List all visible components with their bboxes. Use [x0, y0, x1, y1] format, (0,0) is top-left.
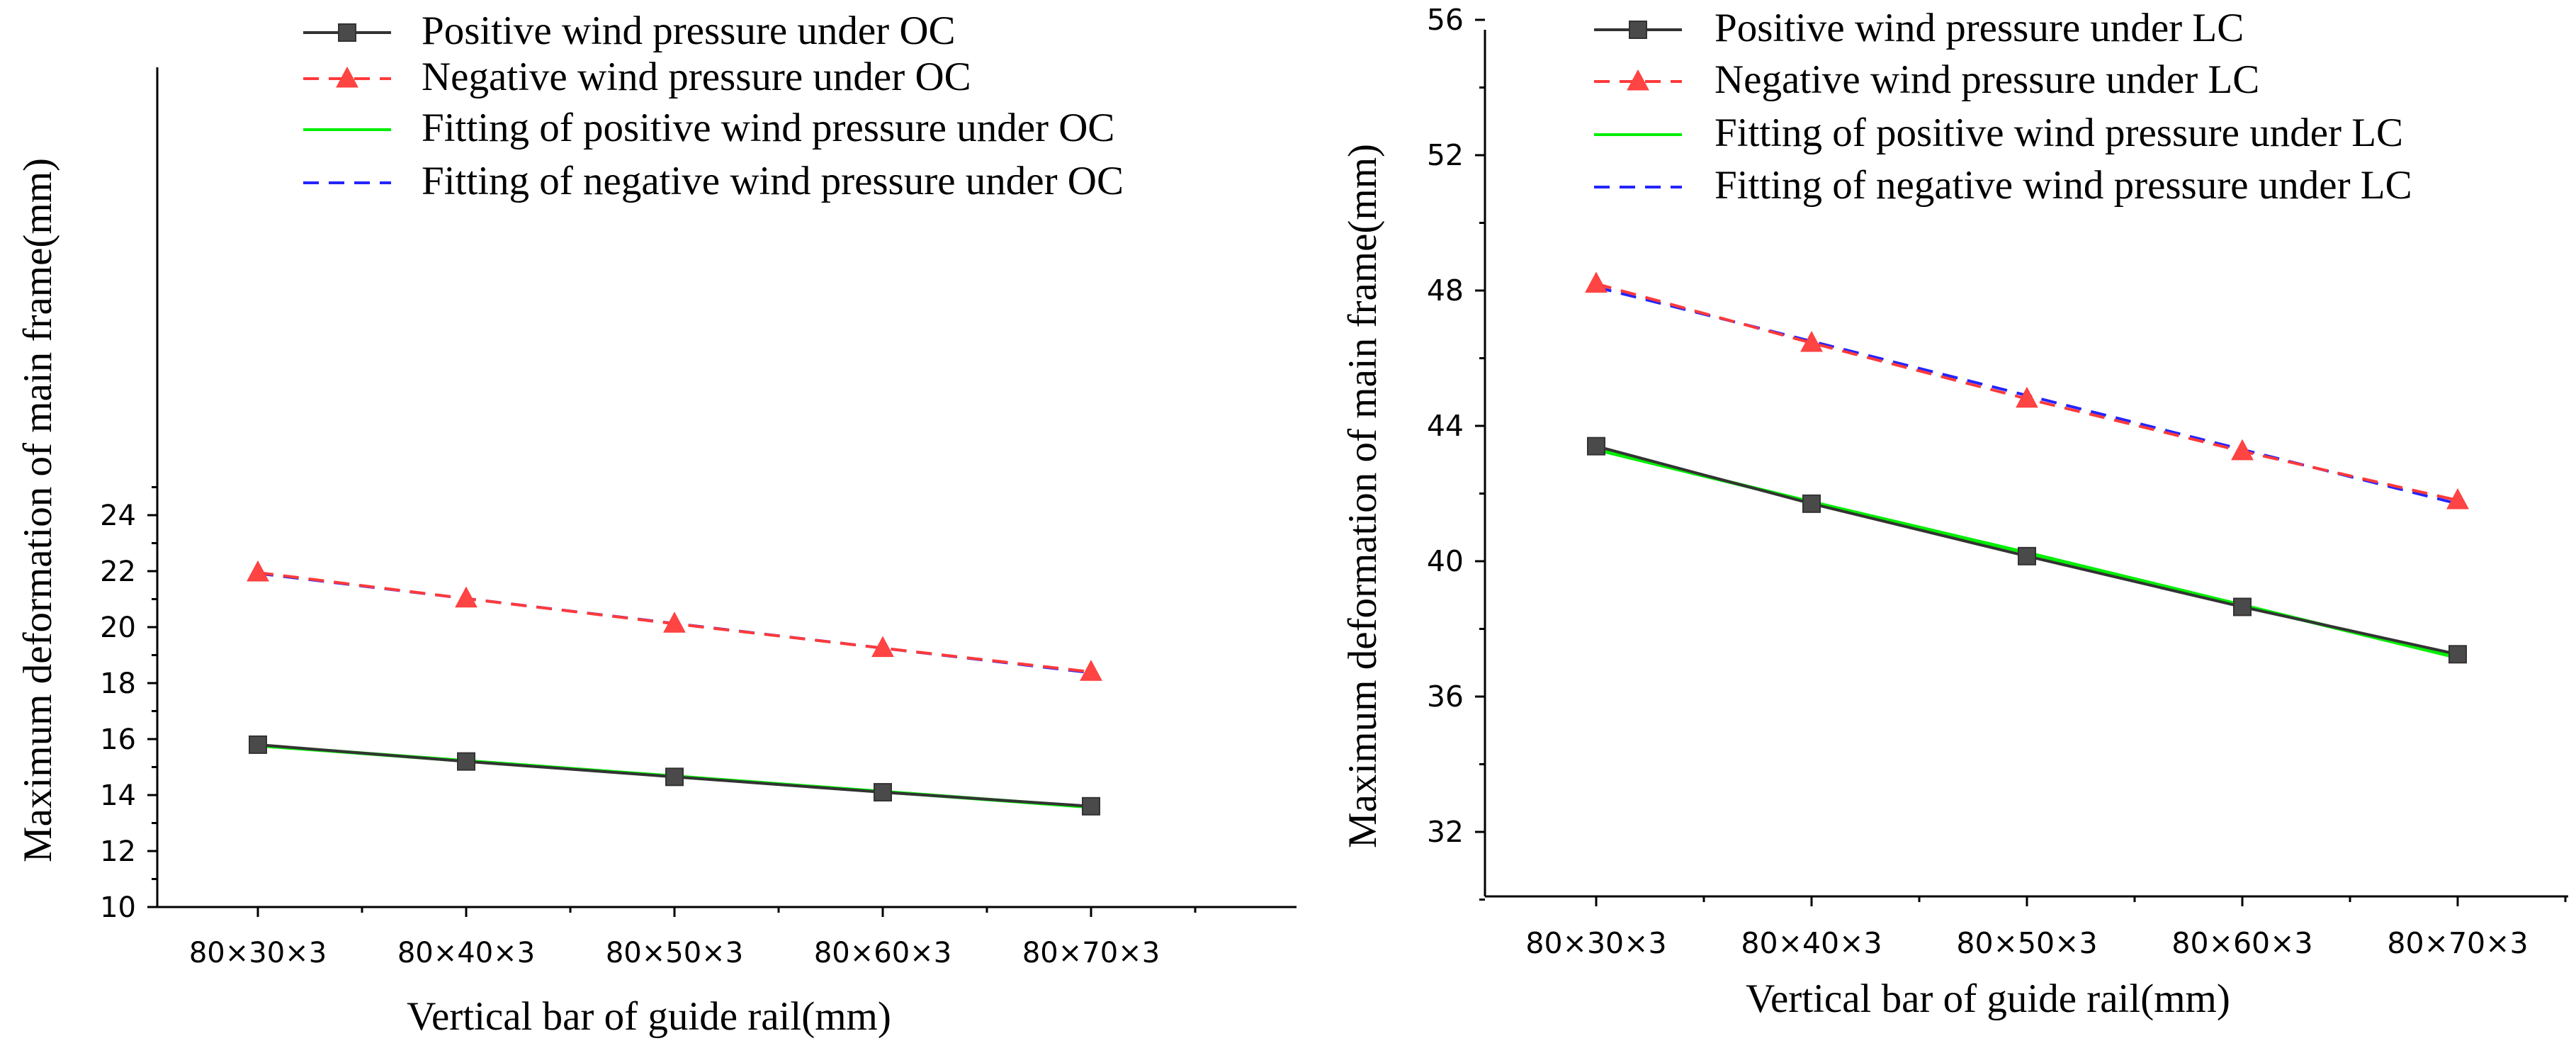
marker-positive — [2448, 645, 2467, 664]
x-tick-label: 80×70×3 — [2387, 926, 2528, 960]
marker-negative — [663, 612, 686, 633]
series-group — [1585, 271, 2469, 664]
marker-negative — [2016, 386, 2038, 408]
x-tick-label: 80×40×3 — [1741, 926, 1882, 960]
y-tick-label: 36 — [1427, 680, 1464, 714]
marker-negative — [871, 636, 894, 658]
x-tick-label: 80×40×3 — [397, 937, 535, 969]
x-tick-label: 80×50×3 — [1956, 926, 2097, 960]
legend-item-fit-negative: Fitting of negative wind pressure under … — [303, 159, 1124, 203]
series-group — [247, 560, 1102, 816]
y-axis-title: Maximum deformation of main frame(mm) — [16, 158, 60, 862]
x-tick-label: 80×70×3 — [1022, 937, 1160, 969]
marker-negative — [1080, 660, 1102, 681]
legend-label-negative: Negative wind pressure under OC — [422, 55, 971, 99]
y-tick-label: 56 — [1427, 3, 1464, 37]
x-tick-label: 80×30×3 — [189, 937, 327, 969]
legend-item-fit-positive: Fitting of positive wind pressure under … — [303, 106, 1114, 150]
legend-marker-triangle — [336, 66, 358, 88]
legend-label-fit-negative: Fitting of negative wind pressure under … — [422, 159, 1124, 203]
y-tick-label: 32 — [1427, 815, 1464, 849]
marker-negative — [455, 586, 478, 608]
legend-label-fit-positive: Fitting of positive wind pressure under … — [422, 106, 1114, 150]
x-tick-label: 80×50×3 — [606, 937, 743, 969]
marker-negative — [1800, 330, 1823, 352]
marker-positive — [874, 783, 892, 802]
marker-positive — [1587, 437, 1605, 456]
y-axis-title: Maximum deformation of main frame(mm) — [1340, 144, 1385, 848]
marker-negative — [2446, 488, 2469, 509]
x-tick-label: 80×60×3 — [2171, 926, 2312, 960]
marker-positive — [1082, 796, 1100, 816]
legend-label-positive: Positive wind pressure under LC — [1714, 6, 2244, 50]
legend-label-fit-positive: Fitting of positive wind pressure under … — [1714, 111, 2403, 155]
x-tick-label: 80×60×3 — [814, 937, 951, 969]
y-tick-label: 18 — [100, 668, 136, 700]
y-ticks: 32 36 40 44 48 52 56 — [1427, 3, 1485, 901]
legend-item-fit-negative: Fitting of negative wind pressure under … — [1594, 163, 2412, 208]
marker-negative — [247, 560, 269, 582]
y-tick-label: 12 — [100, 835, 136, 868]
legend: Positive wind pressure under LC Negative… — [1594, 6, 2412, 208]
legend-item-negative: Negative wind pressure under LC — [1594, 57, 2259, 102]
marker-positive — [2233, 597, 2252, 616]
y-tick-label: 10 — [100, 891, 136, 924]
y-tick-label: 16 — [100, 723, 136, 756]
y-tick-label: 24 — [100, 500, 136, 532]
legend: Positive wind pressure under OC Negative… — [303, 9, 1124, 203]
marker-positive — [2018, 546, 2036, 565]
x-axis-title: Vertical bar of guide rail(mm) — [407, 994, 891, 1039]
marker-negative — [2231, 439, 2254, 461]
legend-item-negative: Negative wind pressure under OC — [303, 55, 971, 99]
marker-positive — [249, 735, 267, 754]
x-axis-title: Vertical bar of guide rail(mm) — [1746, 976, 2230, 1021]
x-ticks: 80×30×3 80×40×3 80×50×3 80×60×3 80×70×3 — [1525, 896, 2567, 960]
legend-label-fit-negative: Fitting of negative wind pressure under … — [1714, 163, 2412, 208]
legend-marker-square — [1629, 21, 1647, 39]
y-tick-label: 48 — [1427, 274, 1464, 308]
x-ticks: 80×30×3 80×40×3 80×50×3 80×60×3 80×70×3 — [189, 907, 1197, 969]
legend-item-positive: Positive wind pressure under LC — [1594, 6, 2244, 50]
legend-label-positive: Positive wind pressure under OC — [422, 9, 956, 53]
legend-marker-square — [338, 23, 356, 42]
y-tick-label: 44 — [1427, 409, 1464, 443]
x-tick-label: 80×30×3 — [1525, 926, 1666, 960]
y-tick-label: 40 — [1427, 544, 1464, 578]
legend-label-negative: Negative wind pressure under LC — [1714, 57, 2259, 102]
y-tick-label: 14 — [100, 779, 136, 812]
legend-marker-triangle — [1627, 69, 1649, 91]
y-tick-label: 52 — [1427, 138, 1464, 172]
y-tick-label: 20 — [100, 612, 136, 644]
marker-negative — [1585, 271, 1608, 293]
y-tick-label: 22 — [100, 556, 136, 588]
marker-positive — [457, 752, 475, 771]
chart-lc: 32 36 40 44 48 52 56 80×30×3 80×40×3 80×50×3 80×6… — [1340, 3, 2568, 1021]
marker-positive — [665, 767, 684, 787]
marker-positive — [1802, 494, 1821, 513]
legend-item-positive: Positive wind pressure under OC — [303, 9, 956, 53]
y-ticks: 10 12 14 16 18 20 22 24 — [100, 486, 157, 924]
legend-item-fit-positive: Fitting of positive wind pressure under … — [1594, 111, 2403, 155]
